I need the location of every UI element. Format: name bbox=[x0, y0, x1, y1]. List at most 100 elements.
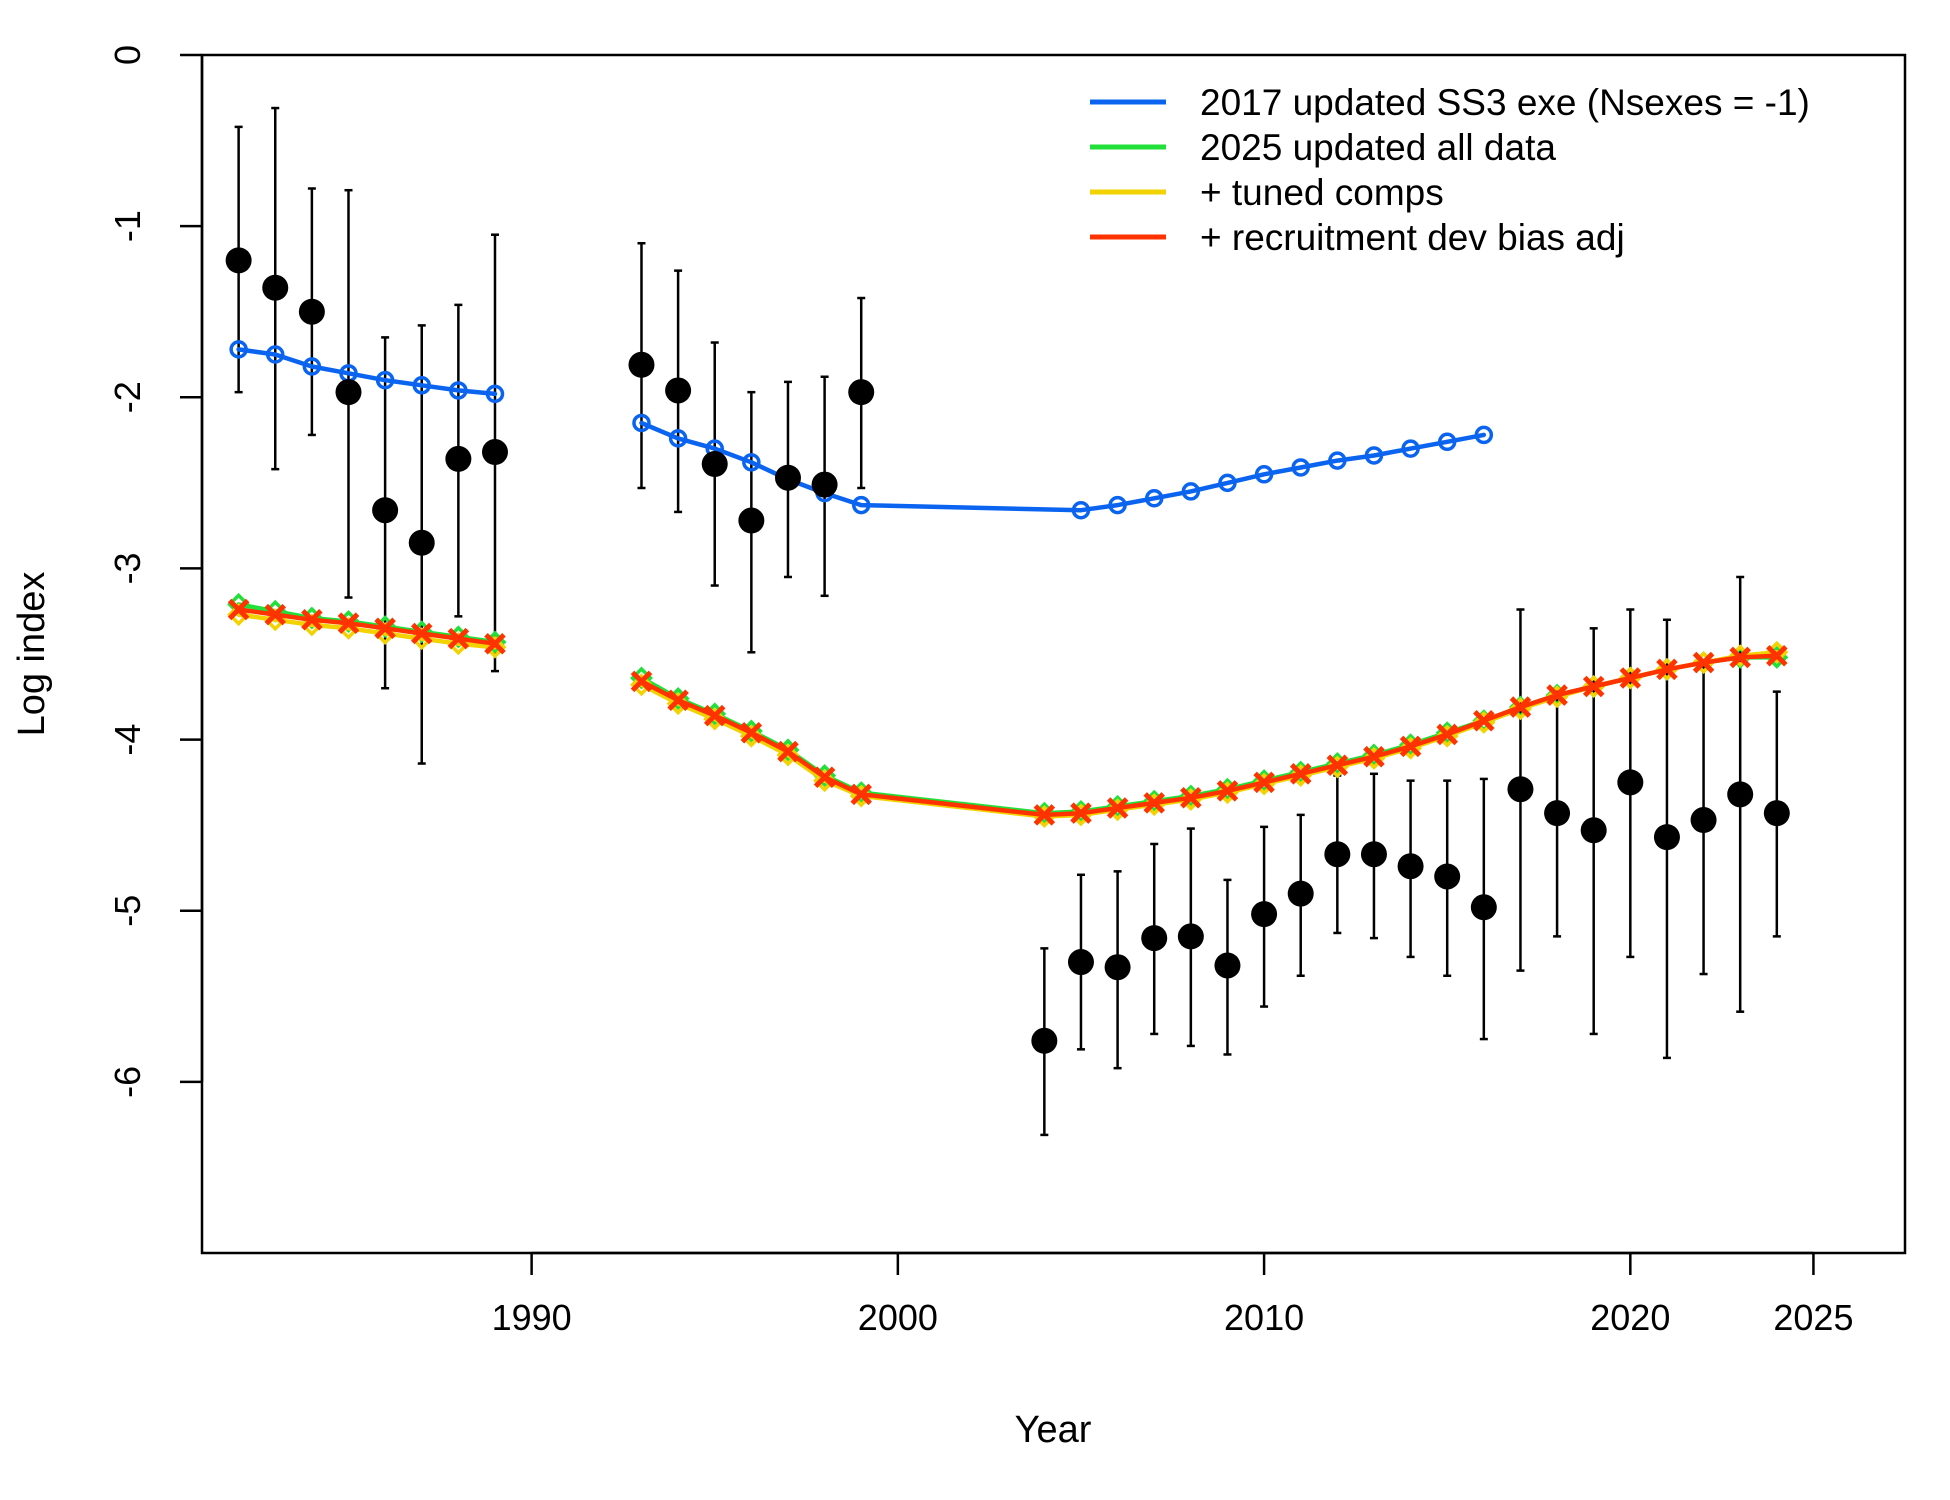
observed-point bbox=[665, 377, 692, 404]
series-point bbox=[1582, 675, 1605, 698]
x-tick-label: 2025 bbox=[1773, 1297, 1853, 1338]
series-point bbox=[668, 429, 688, 448]
observed-point bbox=[1544, 800, 1571, 827]
observed-point bbox=[1690, 807, 1717, 834]
observed-point bbox=[372, 497, 399, 524]
series-point bbox=[1181, 482, 1201, 501]
series-point bbox=[447, 627, 470, 650]
observed-point bbox=[1397, 853, 1424, 880]
observed-point bbox=[1324, 841, 1351, 868]
observed-point bbox=[738, 507, 765, 534]
series-point bbox=[703, 704, 726, 727]
series-point bbox=[739, 724, 763, 748]
series-point bbox=[1509, 696, 1532, 718]
x-axis-title: Year bbox=[1015, 1409, 1092, 1451]
observed-point bbox=[445, 445, 472, 472]
series-point bbox=[851, 495, 871, 515]
y-tick-label: -5 bbox=[107, 895, 148, 927]
series-point bbox=[1364, 446, 1384, 465]
y-tick-label: -6 bbox=[107, 1066, 148, 1098]
series-point bbox=[1692, 651, 1715, 674]
observed-points bbox=[225, 247, 1790, 1054]
legend-label: 2025 updated all data bbox=[1200, 127, 1556, 168]
series-point bbox=[1070, 802, 1092, 824]
series-point bbox=[1143, 792, 1165, 814]
series-point bbox=[1766, 644, 1788, 667]
series-line bbox=[639, 653, 1780, 818]
series-point bbox=[1033, 804, 1056, 826]
series-point bbox=[1546, 684, 1568, 706]
observed-point bbox=[774, 464, 801, 491]
series-point bbox=[337, 612, 360, 634]
series-point bbox=[410, 622, 433, 645]
series-point bbox=[1218, 473, 1237, 493]
series-point bbox=[776, 743, 800, 767]
series-point bbox=[1328, 451, 1347, 470]
observed-point bbox=[262, 274, 289, 301]
series-point bbox=[1216, 780, 1239, 802]
observed-point bbox=[628, 351, 655, 378]
observed-point bbox=[1251, 901, 1278, 928]
observed-point bbox=[1434, 863, 1461, 890]
y-axis: 0 -1 -2 -3 -4 -5 -6 bbox=[107, 45, 204, 1098]
observed-point bbox=[408, 529, 435, 556]
series-point bbox=[1401, 439, 1420, 458]
x-tick-label: 2000 bbox=[858, 1297, 938, 1338]
series-point bbox=[229, 340, 248, 359]
x-axis: 1990 2000 2010 2020 2025 bbox=[492, 1251, 1853, 1338]
series-point bbox=[632, 413, 651, 433]
series-point bbox=[1656, 658, 1678, 681]
y-tick-label: -3 bbox=[107, 552, 148, 584]
legend-label: 2017 updated SS3 exe (Nsexes = -1) bbox=[1200, 82, 1810, 123]
series-point bbox=[1326, 754, 1349, 777]
observed-point bbox=[1067, 949, 1094, 976]
series-point bbox=[1106, 797, 1129, 819]
series-point bbox=[1729, 646, 1751, 669]
observed-point bbox=[1507, 776, 1534, 803]
series-point bbox=[742, 453, 761, 472]
observed-point bbox=[1727, 781, 1754, 808]
series-point bbox=[301, 609, 323, 631]
observed-point bbox=[1287, 880, 1314, 907]
legend-label: + tuned comps bbox=[1200, 172, 1444, 213]
observed-point bbox=[481, 439, 508, 466]
series-rec-dev-bias bbox=[227, 598, 1788, 826]
observed-point bbox=[1580, 817, 1607, 844]
y-axis-title: Log index bbox=[11, 572, 53, 737]
series-point bbox=[1291, 458, 1310, 477]
y-tick-label: -4 bbox=[107, 724, 148, 756]
observed-point bbox=[1031, 1027, 1058, 1054]
observed-point bbox=[335, 379, 362, 406]
observed-point bbox=[1177, 923, 1204, 950]
observed-point bbox=[1653, 824, 1680, 851]
series-point bbox=[302, 357, 322, 376]
observed-point bbox=[811, 471, 838, 498]
series-point bbox=[740, 721, 763, 744]
series-point bbox=[1436, 723, 1458, 746]
observed-point bbox=[1214, 952, 1241, 979]
series-point bbox=[265, 345, 285, 364]
series-point bbox=[813, 766, 836, 788]
series-point bbox=[374, 617, 396, 640]
series-point bbox=[1399, 735, 1422, 758]
series-point bbox=[667, 689, 689, 711]
series-point bbox=[485, 384, 505, 404]
series-point bbox=[264, 603, 287, 626]
series-point bbox=[1363, 745, 1385, 768]
series-point bbox=[630, 670, 653, 693]
observed-point bbox=[298, 298, 325, 325]
x-tick-label: 1990 bbox=[492, 1297, 572, 1338]
observed-point bbox=[1104, 954, 1131, 981]
observed-point bbox=[225, 247, 252, 274]
x-tick-label: 2020 bbox=[1590, 1297, 1670, 1338]
series-point bbox=[1473, 709, 1495, 732]
series-point bbox=[375, 370, 395, 390]
y-tick-label: 0 bbox=[107, 45, 148, 65]
observed-point bbox=[1617, 769, 1644, 796]
series-point bbox=[1289, 763, 1312, 785]
series-point bbox=[630, 673, 653, 697]
observed-point bbox=[1360, 841, 1387, 868]
series-point bbox=[412, 376, 431, 395]
